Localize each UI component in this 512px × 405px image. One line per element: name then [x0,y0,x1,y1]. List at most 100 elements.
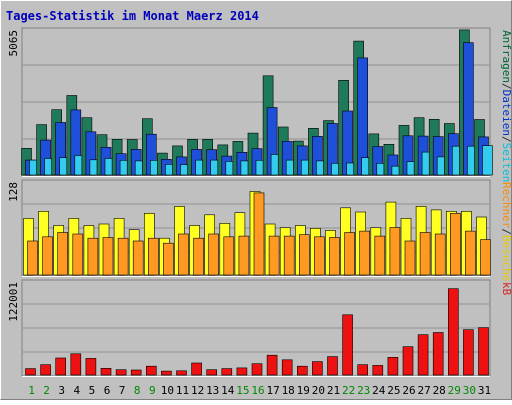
x-tick-label: 16 [251,384,264,397]
x-tick-label: 2 [43,384,50,397]
x-tick-label: 14 [221,384,235,397]
panel-1-legend-label: / [500,83,512,90]
panel-3-bar-kb-day-6 [100,367,112,376]
panel-3-bar-kb-day-1 [25,368,36,376]
panel-3-bar-kb-day-2 [40,364,51,376]
panel-3-bar-kb-day-18 [281,359,293,376]
x-tick-label: 22 [342,384,355,397]
panel-3-bar-kb-day-31 [478,327,489,376]
panel-3-bar-kb-day-28 [432,332,444,376]
x-tick-label: 19 [297,384,310,397]
panel-2-bar-rechner-day-31 [480,239,491,276]
x-tick-label: 26 [402,384,415,397]
x-tick-label: 5 [89,384,96,397]
panel-2-bar-rechner-day-3 [57,232,69,276]
panel-1-legend-label: Dateien [500,90,512,136]
panel-3-bar-kb-day-26 [402,346,414,376]
panel-2-bar-rechner-day-4 [72,233,84,276]
panel-1-legend: Anfragen/Dateien/Seiten [500,30,512,182]
panel-2-bar-rechner-day-23 [359,230,371,276]
panel-2-legend-label: / [500,228,512,235]
panel-2-bar-rechner-day-18 [283,235,295,276]
panel-3-bar-kb-day-10 [161,370,172,376]
panel-3-bar-kb-day-22 [342,314,353,376]
panel-2-bar-rechner-day-6 [102,237,114,276]
x-tick-label: 24 [372,384,386,397]
panel-2-bar-rechner-day-14 [223,236,235,276]
panel-2-bar-rechner-day-26 [404,240,416,276]
x-tick-label: 27 [417,384,430,397]
panel-3-bar-kb-day-19 [296,365,308,376]
x-tick-label: 12 [191,384,204,397]
panel-2-bar-rechner-day-1 [27,240,38,276]
panel-1-legend-label: / [500,136,512,143]
panel-3-bar-kb-day-14 [221,368,233,376]
panel-2-bar-rechner-day-27 [419,232,431,276]
panel-3-bar-kb-day-20 [312,361,323,376]
panel-3-bar-kb-day-16 [251,363,263,376]
x-tick-label: 31 [478,384,491,397]
panel-2-bar-rechner-day-20 [314,236,325,276]
panel-3-bar-kb-day-15 [236,367,248,376]
panel-2-bar-rechner-day-10 [163,242,174,276]
x-tick-label: 3 [58,384,65,397]
panel-3-bar-kb-day-12 [191,362,202,376]
x-tick-label: 20 [312,384,325,397]
panel-2-bar-rechner-day-8 [132,240,144,276]
panel-3-legend-label: kB [500,282,512,296]
panel-2-bar-rechner-day-11 [178,233,189,276]
panel-3-bar-kb-day-29 [447,288,459,376]
panel-2-ymax-label: 128 [7,182,20,202]
chart-title: Tages-Statistik im Monat Maerz 2014 [6,9,259,23]
panel-3-bar-kb-day-27 [417,334,429,376]
panel-2-bar-rechner-day-13 [208,233,219,276]
x-tick-label: 29 [448,384,461,397]
panel-2-legend-label: Rechner [500,182,512,229]
panel-2-bar-rechner-day-15 [238,235,250,276]
panel-2-bar-rechner-day-2 [42,236,53,276]
x-tick-label: 25 [387,384,400,397]
panel-3-bar-kb-day-4 [70,353,82,376]
panel-2-bar-rechner-day-25 [389,227,401,276]
panel-3-bar-kb-day-30 [463,329,474,376]
panel-3-ymax-label: 122001 [7,282,20,322]
x-tick-label: 10 [161,384,174,397]
panel-2-bar-rechner-day-19 [298,234,310,276]
panel-3-legend: kB [500,282,512,296]
panel-3-bar-kb-day-5 [85,358,97,376]
x-tick-label: 17 [266,384,279,397]
panel-3-bar-kb-day-9 [146,365,157,376]
panel-2-bar-rechner-day-21 [329,237,340,276]
panel-2-bar-rechner-day-28 [434,233,446,276]
panel-3-bar-kb-day-11 [176,370,187,376]
x-tick-label: 11 [176,384,189,397]
panel-2-bar-rechner-day-30 [465,230,476,276]
x-tick-label: 8 [134,384,141,397]
panel-2-bar-rechner-day-29 [449,213,461,276]
x-tick-label: 23 [357,384,370,397]
x-tick-label: 13 [206,384,219,397]
panel-2-bar-rechner-day-16 [253,192,265,276]
panel-3-bar-kb-day-23 [357,364,369,376]
panel-2-bar-rechner-day-5 [87,237,99,276]
panel-1-legend-label: Seiten [500,143,512,183]
x-tick-label: 4 [73,384,80,397]
panel-2-legend-label: Besuche [500,235,512,281]
panel-3-bar-kb-day-24 [372,365,384,376]
panel-3-bar-kb-day-7 [115,369,127,376]
panel-1-ymax-label: 5065 [7,30,20,57]
x-tick-label: 30 [463,384,476,397]
panel-2-bar-rechner-day-9 [148,237,159,276]
panel-3-bar-kb-day-25 [387,356,399,376]
panel-3-bar-kb-day-3 [55,357,67,376]
x-tick-label: 18 [282,384,295,397]
x-tick-label: 1 [28,384,35,397]
panel-2-bar-rechner-day-22 [344,232,355,276]
panel-2-bar-rechner-day-17 [268,235,280,276]
x-tick-label: 9 [149,384,156,397]
panel-3-bar-kb-day-17 [266,354,278,376]
panel-2-bar-rechner-day-24 [374,235,386,276]
panel-2-bar-rechner-day-7 [117,237,129,276]
panel-2-legend: Rechner/Besuche [500,182,512,281]
